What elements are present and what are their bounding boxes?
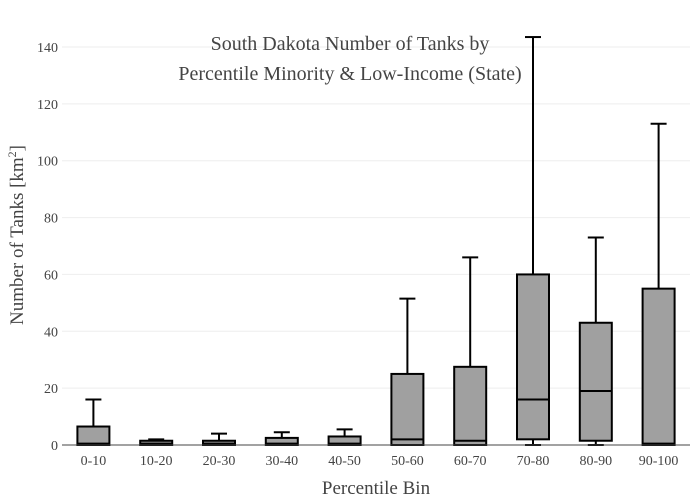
x-tick-label: 80-90 (579, 454, 612, 469)
box-50-60 (390, 297, 425, 446)
x-tick-label: 70-80 (517, 454, 550, 469)
chart-title-line-1: South Dakota Number of Tanks by (211, 33, 490, 55)
x-tick-label: 40-50 (328, 454, 361, 469)
box-80-90 (578, 236, 613, 446)
y-tick-labels: 0 20 40 60 80 100 120 140 (37, 41, 58, 454)
x-tick-label: 0-10 (81, 454, 107, 469)
box-70-80 (516, 36, 550, 446)
x-tick-label: 20-30 (203, 454, 236, 469)
gridlines (62, 46, 690, 389)
box-0-10 (76, 398, 111, 446)
box-rect (453, 365, 488, 447)
y-axis-title-end: ] (7, 145, 28, 151)
chart-title-line-2: Percentile Minority & Low-Income (State) (178, 63, 521, 85)
x-tick-labels: 0-10 10-20 20-30 30-40 40-50 50-60 60-70 70-80 8… (81, 454, 679, 469)
box-30-40 (264, 431, 299, 446)
y-axis-title: Number of Tanks [km2] (5, 145, 28, 325)
box-rect (516, 273, 550, 441)
x-tick-label: 30-40 (265, 454, 298, 469)
box-rect (390, 372, 425, 446)
box-rect (76, 425, 111, 446)
box-10-20 (139, 438, 174, 447)
y-tick-label: 100 (37, 155, 58, 170)
y-tick-label: 40 (44, 325, 58, 340)
x-tick-label: 90-100 (639, 454, 679, 469)
x-tick-label: 60-70 (454, 454, 487, 469)
box-40-50 (327, 428, 362, 447)
box-90-100 (641, 122, 676, 446)
box-20-30 (202, 432, 236, 447)
y-axis-title-superscript: 2 (5, 151, 19, 157)
y-tick-label: 20 (44, 382, 58, 397)
box-series (76, 36, 676, 447)
x-tick-label: 10-20 (140, 454, 173, 469)
y-tick-label: 120 (37, 98, 58, 113)
y-tick-label: 0 (51, 439, 58, 454)
y-axis-title-main: Number of Tanks [km (7, 157, 28, 325)
box-60-70 (453, 256, 488, 447)
box-rect (641, 287, 676, 446)
box-rect (578, 321, 613, 442)
x-tick-label: 50-60 (391, 454, 424, 469)
y-tick-label: 140 (37, 41, 58, 56)
y-tick-label: 80 (44, 212, 58, 227)
y-tick-label: 60 (44, 268, 58, 283)
x-axis-title: Percentile Bin (322, 478, 431, 499)
